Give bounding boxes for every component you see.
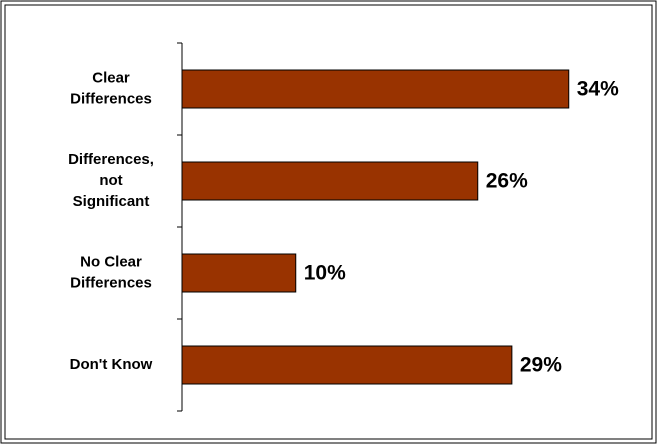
- category-label-line: Differences,: [68, 151, 154, 168]
- value-label-1: 26%: [486, 170, 528, 193]
- category-label-3: Don't Know: [70, 356, 153, 373]
- axis-ticks: [177, 42, 182, 412]
- value-label-2: 10%: [304, 262, 346, 285]
- category-label-line: Differences: [70, 90, 152, 107]
- category-label-0: Clear Differences: [70, 69, 152, 107]
- category-label-2: No Clear Differences: [70, 253, 152, 291]
- category-label-1: Differences, not Significant: [68, 151, 154, 210]
- bars: [181, 69, 570, 385]
- value-label-0: 34%: [577, 78, 619, 101]
- category-label-line: Differences: [70, 274, 152, 291]
- category-label-line: not: [99, 172, 122, 189]
- bar-0: [181, 69, 570, 109]
- value-label-3: 29%: [520, 354, 562, 377]
- labels: 34% Clear Differences 26% Differences, not Sig…: [68, 69, 619, 376]
- category-label-line: Significant: [73, 193, 150, 210]
- bar-1: [181, 161, 479, 201]
- category-label-line: No Clear: [80, 253, 142, 270]
- category-label-line: Don't Know: [70, 356, 153, 373]
- bar-2: [181, 253, 297, 293]
- category-label-line: Clear: [92, 69, 130, 86]
- bar-3: [181, 345, 513, 385]
